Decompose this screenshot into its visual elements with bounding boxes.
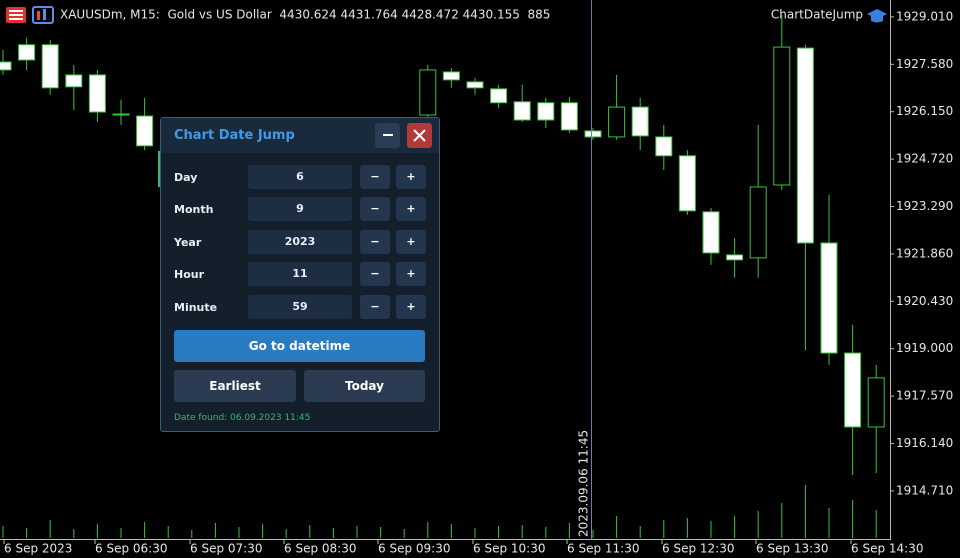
chart-icon	[32, 6, 54, 24]
increment-button[interactable]: +	[396, 165, 426, 189]
candle-body	[136, 115, 154, 147]
candle-body	[112, 113, 130, 116]
candle-body	[867, 377, 885, 428]
price-label: 1924.720	[896, 152, 953, 166]
field-label: Month	[174, 203, 214, 217]
decrement-button[interactable]: −	[360, 197, 390, 222]
candle-body	[726, 254, 744, 261]
candle-body	[678, 155, 696, 212]
go-button[interactable]: Go to datetime	[174, 330, 425, 362]
candle-body	[702, 211, 720, 254]
field-value[interactable]: 6	[248, 165, 352, 189]
candle-body	[466, 81, 484, 89]
candle-body	[796, 47, 814, 244]
symbol-info: XAUUSDm, M15: Gold vs US Dollar 4430.624…	[60, 8, 550, 22]
candle-body	[560, 102, 578, 131]
time-label: 6 Sep 14:30	[851, 542, 923, 556]
candle-body	[655, 136, 673, 157]
candle-body	[608, 106, 626, 138]
menu-icon	[6, 7, 26, 23]
field-value[interactable]: 2023	[248, 229, 352, 254]
candle-body	[65, 74, 83, 88]
decrement-button[interactable]: −	[360, 262, 390, 287]
candle-body	[442, 71, 460, 81]
crosshair-label: 2023.09.06 11:45	[577, 430, 591, 537]
field-value[interactable]: 9	[248, 197, 352, 222]
indicator-name: ChartDateJump	[771, 8, 863, 22]
today-button[interactable]: Today	[304, 370, 425, 402]
field-label: Hour	[174, 268, 205, 282]
candle-body	[490, 88, 508, 104]
candle-body	[419, 69, 437, 116]
price-label: 1914.710	[896, 483, 953, 497]
price-label: 1920.430	[896, 294, 953, 308]
time-label: 6 Sep 13:30	[756, 542, 828, 556]
field-label: Day	[174, 171, 198, 184]
indicator-icon	[867, 9, 887, 23]
increment-button[interactable]: +	[396, 262, 426, 287]
price-label: 1923.290	[896, 199, 953, 213]
candle-body	[18, 44, 36, 61]
active-accent	[158, 151, 160, 187]
time-label: 6 Sep 2023	[4, 542, 72, 556]
decrement-button[interactable]: −	[360, 229, 390, 254]
candle-body	[844, 352, 862, 428]
decrement-button[interactable]: −	[360, 294, 390, 319]
field-value[interactable]: 11	[248, 262, 352, 287]
price-label: 1919.000	[896, 341, 953, 355]
time-label: 6 Sep 12:30	[662, 542, 734, 556]
time-label: 6 Sep 11:30	[567, 542, 639, 556]
candle-body	[820, 242, 838, 354]
time-label: 6 Sep 07:30	[190, 542, 262, 556]
price-label: 1921.860	[896, 246, 953, 260]
candle-body	[631, 106, 649, 137]
time-label: 6 Sep 08:30	[284, 542, 356, 556]
candle-body	[0, 61, 12, 71]
increment-button[interactable]: +	[396, 294, 426, 319]
field-label: Year	[174, 235, 202, 249]
increment-button[interactable]: +	[396, 229, 426, 254]
time-label: 6 Sep 09:30	[378, 542, 450, 556]
candle-body	[749, 186, 767, 259]
candle-body	[88, 74, 106, 113]
date-jump-dialog: Chart Date Jump Day 6− + Month 9− + Year 2023− +…	[158, 117, 440, 432]
increment-button[interactable]: +	[396, 197, 426, 222]
price-label: 1917.570	[896, 389, 953, 403]
dialog-title: Chart Date Jump	[174, 128, 295, 143]
close-button[interactable]	[407, 123, 432, 148]
dialog-header: Chart Date Jump	[161, 118, 439, 153]
price-label: 1926.150	[896, 104, 953, 118]
decrement-button[interactable]: −	[360, 165, 390, 189]
candle-body	[41, 44, 59, 89]
candle-body	[584, 130, 602, 138]
minimize-button[interactable]	[375, 123, 400, 148]
price-label: 1916.140	[896, 436, 953, 450]
candle-body	[773, 46, 791, 186]
candle-body	[513, 101, 531, 121]
time-label: 6 Sep 06:30	[95, 542, 167, 556]
candle-body	[537, 102, 555, 121]
price-label: 1929.010	[896, 9, 953, 23]
price-label: 1927.580	[896, 57, 953, 71]
earliest-button[interactable]: Earliest	[174, 370, 296, 402]
field-label: Minute	[174, 300, 218, 314]
status-text: Date found: 06.09.2023 11:45	[174, 413, 311, 423]
field-value[interactable]: 59	[248, 294, 352, 319]
time-label: 6 Sep 10:30	[473, 542, 545, 556]
